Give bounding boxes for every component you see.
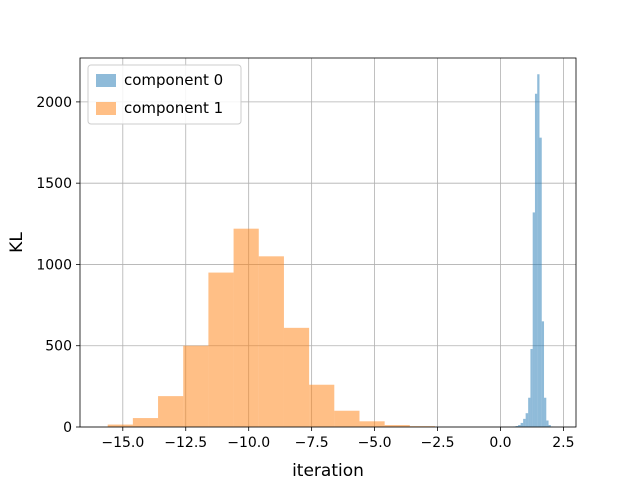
histogram-bar-series-0 <box>548 425 551 427</box>
histogram-bar-series-1 <box>309 384 335 427</box>
x-tick-label: −15.0 <box>101 435 144 451</box>
axis-ticks: −15.0 −12.5 −10.0 −7.5 −5.0 −2.5 0.0 2.5 0 500 100… <box>36 95 574 451</box>
y-tick-label: 2000 <box>36 95 72 111</box>
x-axis-label: iteration <box>292 461 364 480</box>
legend: component 0 component 1 <box>87 64 242 125</box>
histogram-bar-series-0 <box>534 93 538 427</box>
histogram-bar-series-1 <box>208 272 234 427</box>
legend-swatch <box>96 102 116 115</box>
histogram-bars <box>107 74 554 428</box>
histogram-bar-series-1 <box>359 421 385 427</box>
legend-label: component 1 <box>124 99 223 117</box>
histogram-bar-series-0 <box>518 425 521 427</box>
x-tick-label: −12.5 <box>164 435 207 451</box>
x-tick-label: 2.5 <box>552 435 574 451</box>
histogram-bar-series-0 <box>528 397 531 427</box>
histogram-bar-series-1 <box>283 327 310 427</box>
histogram-bar-series-0 <box>544 397 547 427</box>
plot-frame <box>79 57 577 428</box>
histogram-bar-series-1 <box>258 256 284 427</box>
histogram-bar-series-0 <box>541 321 545 427</box>
histogram-bar-series-1 <box>334 410 360 427</box>
histogram-bar-series-0 <box>515 426 519 427</box>
legend-label: component 0 <box>124 71 223 89</box>
y-tick-label: 1500 <box>36 176 72 192</box>
legend-swatch <box>96 74 116 87</box>
histogram-bar-series-0 <box>537 74 540 428</box>
x-tick-label: −2.5 <box>421 435 455 451</box>
histogram-bar-series-0 <box>525 413 529 427</box>
x-tick-label: −10.0 <box>227 435 270 451</box>
x-tick-label: −7.5 <box>295 435 329 451</box>
histogram-bar-series-1 <box>107 424 133 427</box>
histogram-bar-series-1 <box>384 425 410 427</box>
histogram-bar-series-1 <box>409 426 436 427</box>
histogram-bar-series-0 <box>523 418 526 427</box>
x-tick-label: −5.0 <box>358 435 392 451</box>
legend-box <box>87 64 242 125</box>
histogram-bar-series-0 <box>530 348 533 427</box>
y-tick-label: 500 <box>45 339 72 355</box>
x-tick-label: 0.0 <box>489 435 511 451</box>
y-tick-label: 0 <box>63 420 72 436</box>
histogram-bar-series-1 <box>158 396 184 427</box>
histogram-bar-series-0 <box>520 422 524 427</box>
y-axis-label: KL <box>7 232 27 253</box>
histogram-bar-series-1 <box>132 418 159 427</box>
histogram-bar-series-1 <box>233 228 259 427</box>
histogram-bar-series-0 <box>532 212 535 427</box>
histogram-bar-series-1 <box>183 345 209 427</box>
y-tick-label: 1000 <box>36 257 72 273</box>
histogram-bar-series-0 <box>539 137 542 427</box>
histogram-bar-series-0 <box>546 420 549 427</box>
